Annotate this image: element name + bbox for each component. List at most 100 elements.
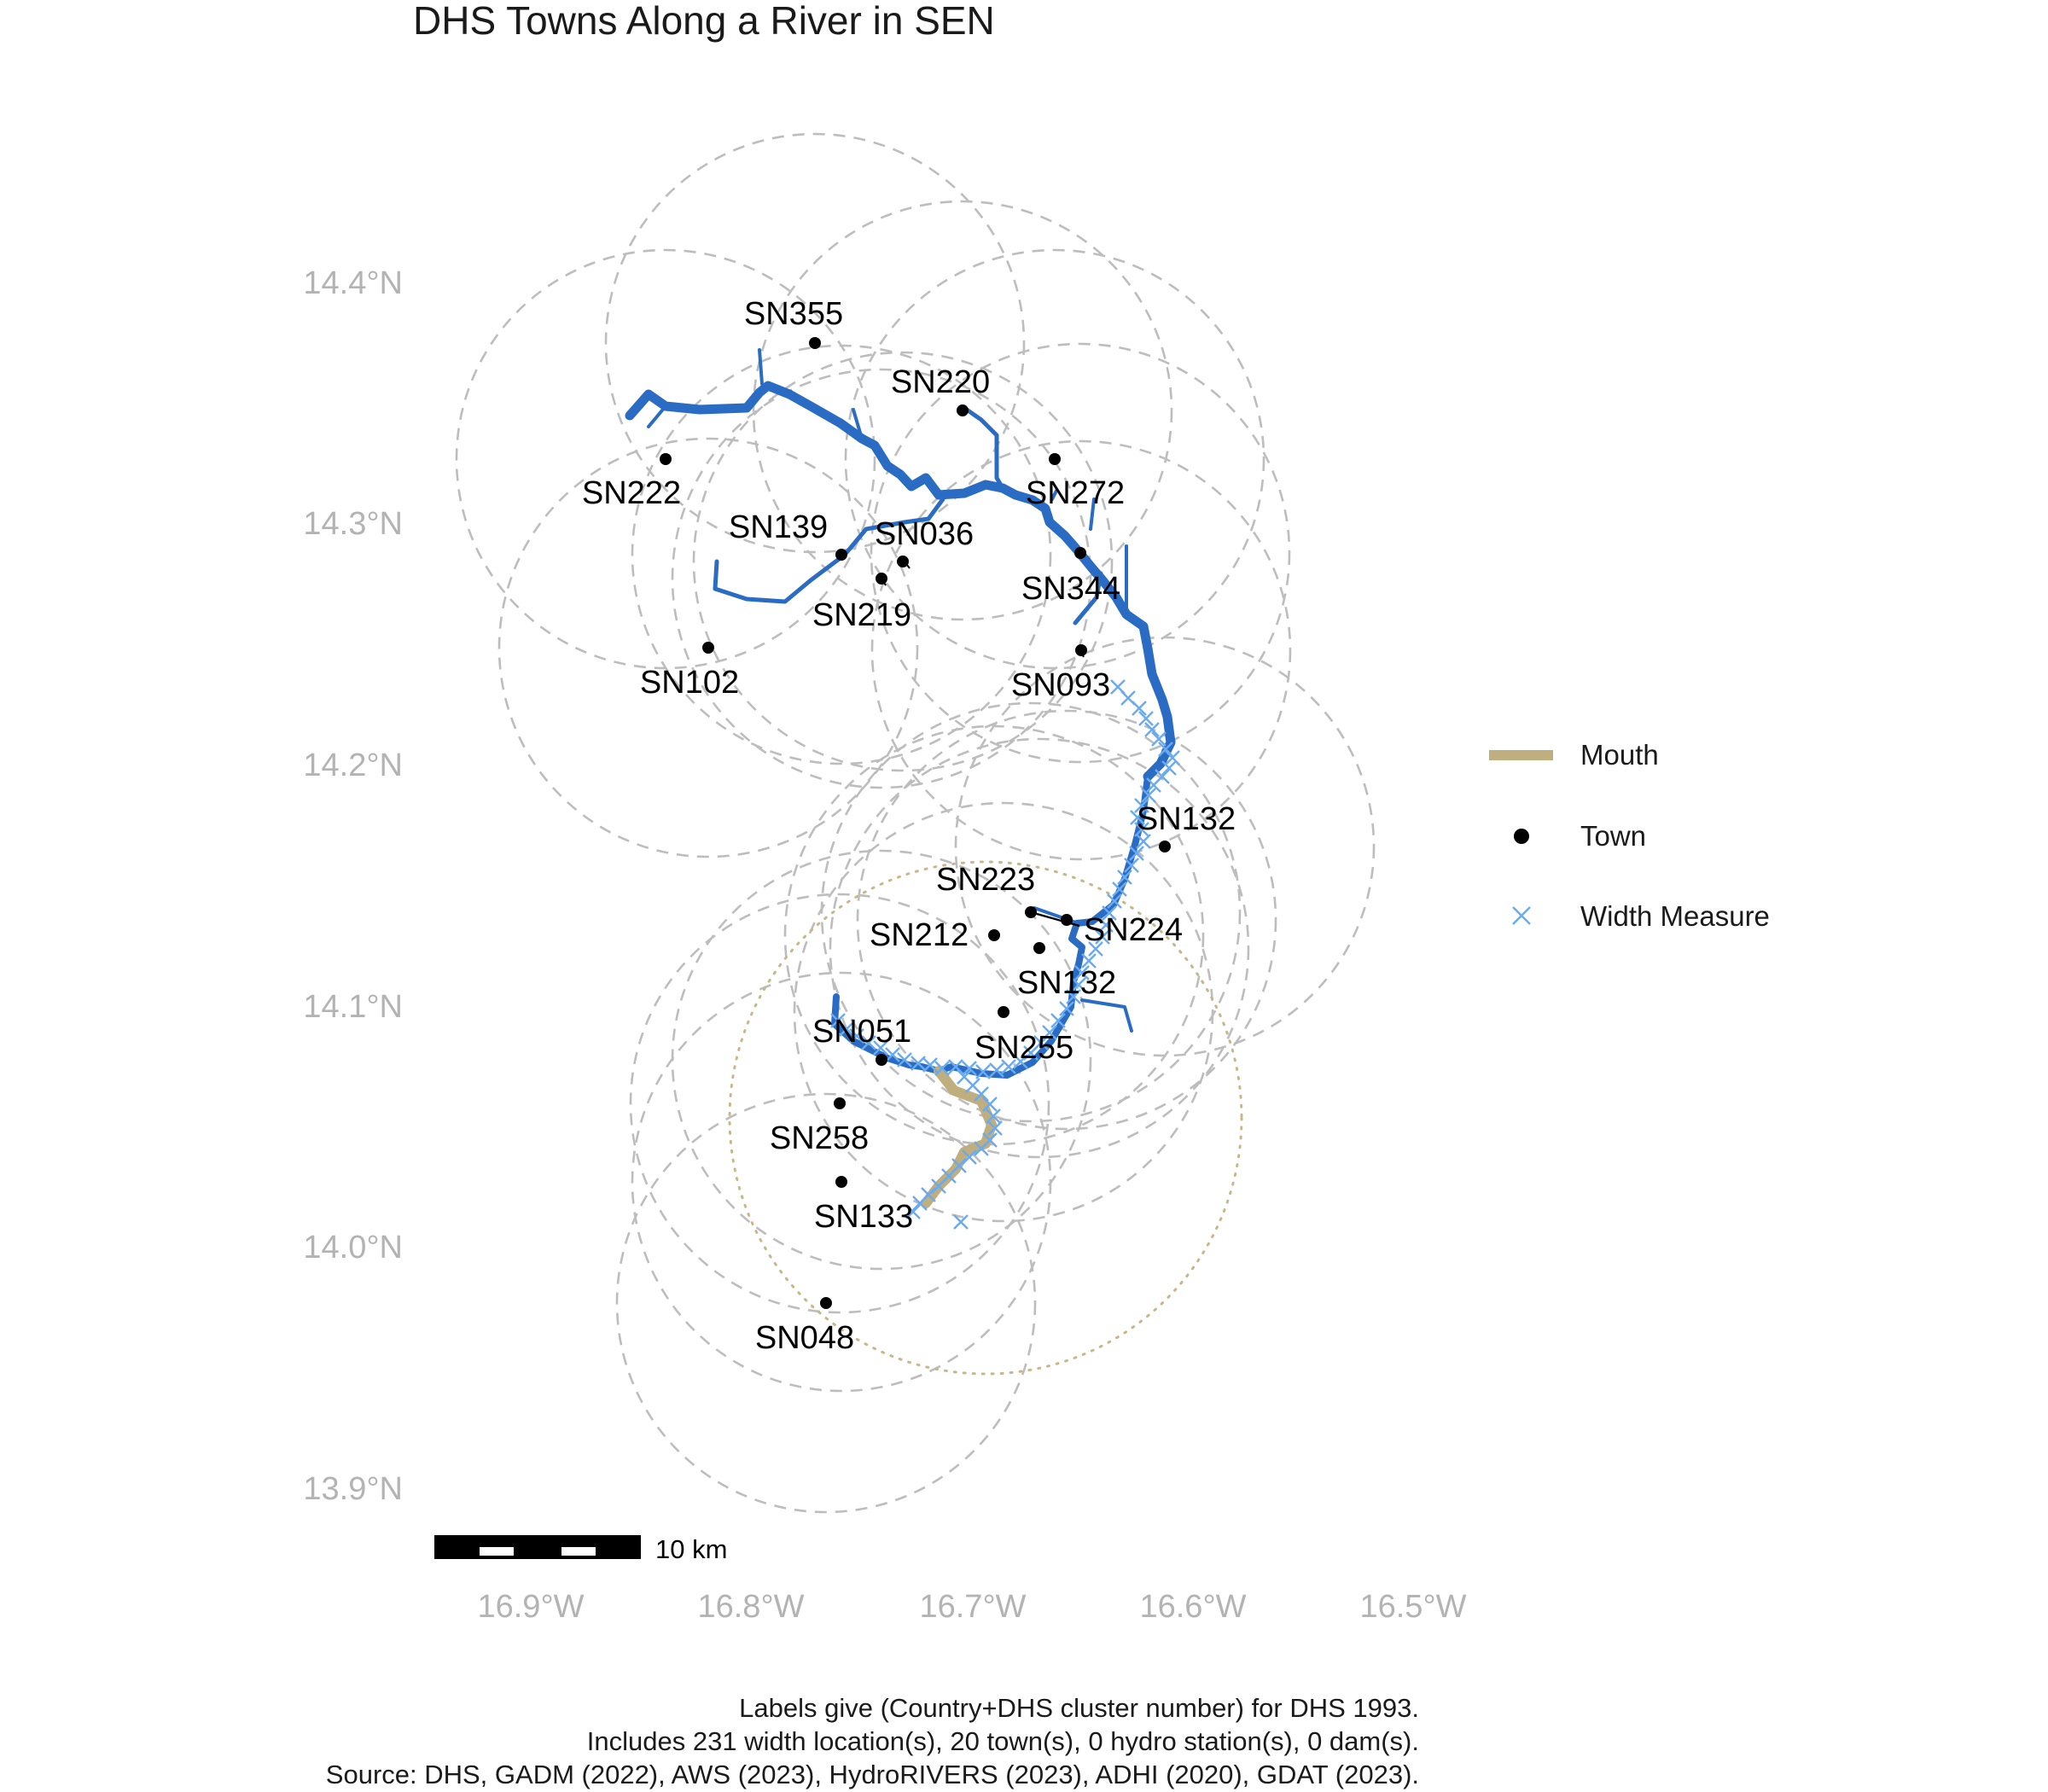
width-x-stroke bbox=[873, 1040, 888, 1056]
width-x-stroke bbox=[912, 1196, 928, 1211]
town-dot bbox=[834, 1097, 846, 1109]
width-measure-marker bbox=[1132, 701, 1147, 716]
width-measure-marker bbox=[885, 1047, 900, 1062]
width-measure-marker bbox=[1088, 941, 1103, 957]
width-measure-marker bbox=[1042, 1025, 1057, 1040]
width-x-stroke bbox=[1013, 1054, 1028, 1069]
figure-caption: Labels give (Country+DHS cluster number)… bbox=[326, 1693, 1419, 1789]
width-measure-marker bbox=[1081, 953, 1097, 969]
width-measure-marker bbox=[1071, 977, 1086, 992]
width-x-stroke bbox=[1134, 822, 1149, 837]
width-measure-marker bbox=[1151, 731, 1167, 747]
scale-bar: 10 km bbox=[434, 1534, 727, 1564]
width-x-stroke bbox=[962, 1061, 977, 1076]
town-label: SN212 bbox=[870, 917, 969, 953]
width-x-stroke bbox=[1098, 917, 1114, 933]
width-x-stroke bbox=[931, 1178, 946, 1194]
width-measure-marker bbox=[931, 1178, 946, 1194]
y-tick-label: 14.1°N bbox=[303, 989, 403, 1025]
width-x-stroke bbox=[1088, 941, 1103, 957]
width-measure-marker bbox=[1124, 858, 1139, 873]
town-label: SN344 bbox=[1021, 571, 1120, 607]
legend-mouth-label: Mouth bbox=[1580, 739, 1659, 771]
width-x-stroke bbox=[1102, 905, 1117, 921]
width-x-stroke bbox=[1136, 834, 1151, 849]
mouth-buffer-circle bbox=[728, 860, 1243, 1376]
buffer-circle bbox=[692, 351, 1114, 772]
town-label: SN036 bbox=[875, 516, 974, 552]
legend-width-swatch bbox=[1512, 906, 1531, 925]
town-dot bbox=[835, 549, 847, 561]
width-measure-marker bbox=[1165, 750, 1180, 765]
map-title: DHS Towns Along a River in SEN bbox=[413, 0, 995, 43]
width-x-stroke bbox=[849, 1028, 864, 1044]
width-measure-marker bbox=[1161, 760, 1177, 776]
x-tick-label: 16.9°W bbox=[477, 1589, 584, 1625]
width-x-stroke bbox=[1081, 953, 1097, 969]
width-measure-marker bbox=[1050, 1013, 1066, 1028]
y-tick-label: 13.9°N bbox=[303, 1471, 403, 1507]
river-branch bbox=[852, 408, 864, 440]
width-x-stroke bbox=[1107, 893, 1122, 909]
width-measure-marker bbox=[912, 1196, 928, 1211]
town-dot bbox=[988, 929, 1000, 941]
width-x-stroke bbox=[885, 1047, 900, 1062]
width-x-stroke bbox=[934, 1061, 950, 1076]
width-x-stroke bbox=[1134, 798, 1149, 813]
town-dot bbox=[660, 453, 672, 465]
width-x-stroke bbox=[1132, 701, 1147, 716]
width-measure-marker bbox=[1144, 722, 1160, 737]
width-x-stroke bbox=[1120, 690, 1136, 706]
caption-line-1: Labels give (Country+DHS cluster number)… bbox=[739, 1693, 1419, 1723]
town-dot bbox=[1033, 942, 1045, 954]
river-branch bbox=[1089, 497, 1096, 531]
town-dot bbox=[1074, 547, 1086, 559]
town-label: SN355 bbox=[744, 296, 843, 332]
width-measure-marker bbox=[962, 1061, 977, 1076]
town-dot bbox=[809, 337, 821, 349]
buffer-circle bbox=[629, 893, 1050, 1314]
town-dot bbox=[820, 1297, 832, 1309]
town-dot bbox=[1025, 906, 1037, 918]
scale-bar-label: 10 km bbox=[655, 1534, 727, 1564]
town-label: SN102 bbox=[640, 665, 739, 701]
width-measure-marker bbox=[1141, 788, 1156, 803]
town-label: SN133 bbox=[814, 1199, 913, 1235]
width-measure-marker bbox=[982, 1097, 998, 1112]
width-x-stroke bbox=[982, 1097, 998, 1112]
width-measure-marker bbox=[1023, 1045, 1039, 1061]
town-label: SN223 bbox=[936, 862, 1035, 898]
width-x-stroke bbox=[861, 1035, 876, 1050]
width-measure-marker bbox=[905, 1204, 921, 1219]
width-x-stroke bbox=[911, 1056, 926, 1071]
town-dot bbox=[1049, 453, 1061, 465]
scale-bar-white bbox=[602, 1539, 637, 1547]
y-tick-label: 14.2°N bbox=[303, 748, 403, 783]
width-x-stroke bbox=[1066, 989, 1081, 1004]
width-measure-marker bbox=[953, 1214, 969, 1230]
river-branch bbox=[962, 405, 1005, 491]
width-x-stroke bbox=[953, 1214, 969, 1230]
width-measure-marker bbox=[1066, 989, 1081, 1004]
caption-line-3: Source: DHS, GADM (2022), AWS (2023), Hy… bbox=[326, 1760, 1419, 1789]
width-measure-marker bbox=[1136, 834, 1151, 849]
town-label: SN051 bbox=[812, 1014, 911, 1050]
buffer-circle bbox=[870, 342, 1291, 764]
buffer-circle bbox=[820, 701, 1242, 1123]
width-x-stroke bbox=[1161, 760, 1177, 776]
x-tick-label: 16.5°W bbox=[1359, 1589, 1466, 1625]
river-branch bbox=[647, 404, 667, 428]
width-measure-marker bbox=[911, 1056, 926, 1071]
width-measure-marker bbox=[897, 1052, 912, 1068]
town-dot bbox=[702, 642, 714, 654]
width-x-stroke bbox=[897, 1052, 912, 1068]
town-label: SN093 bbox=[1011, 667, 1110, 703]
scale-bar-white bbox=[480, 1547, 514, 1556]
width-measure-marker bbox=[974, 1141, 989, 1156]
buffer-circle bbox=[615, 1092, 1037, 1514]
width-measure-marker bbox=[1130, 810, 1145, 825]
width-x-stroke bbox=[1074, 965, 1090, 980]
town-label: SN258 bbox=[770, 1120, 869, 1156]
town-dot bbox=[835, 1176, 847, 1188]
